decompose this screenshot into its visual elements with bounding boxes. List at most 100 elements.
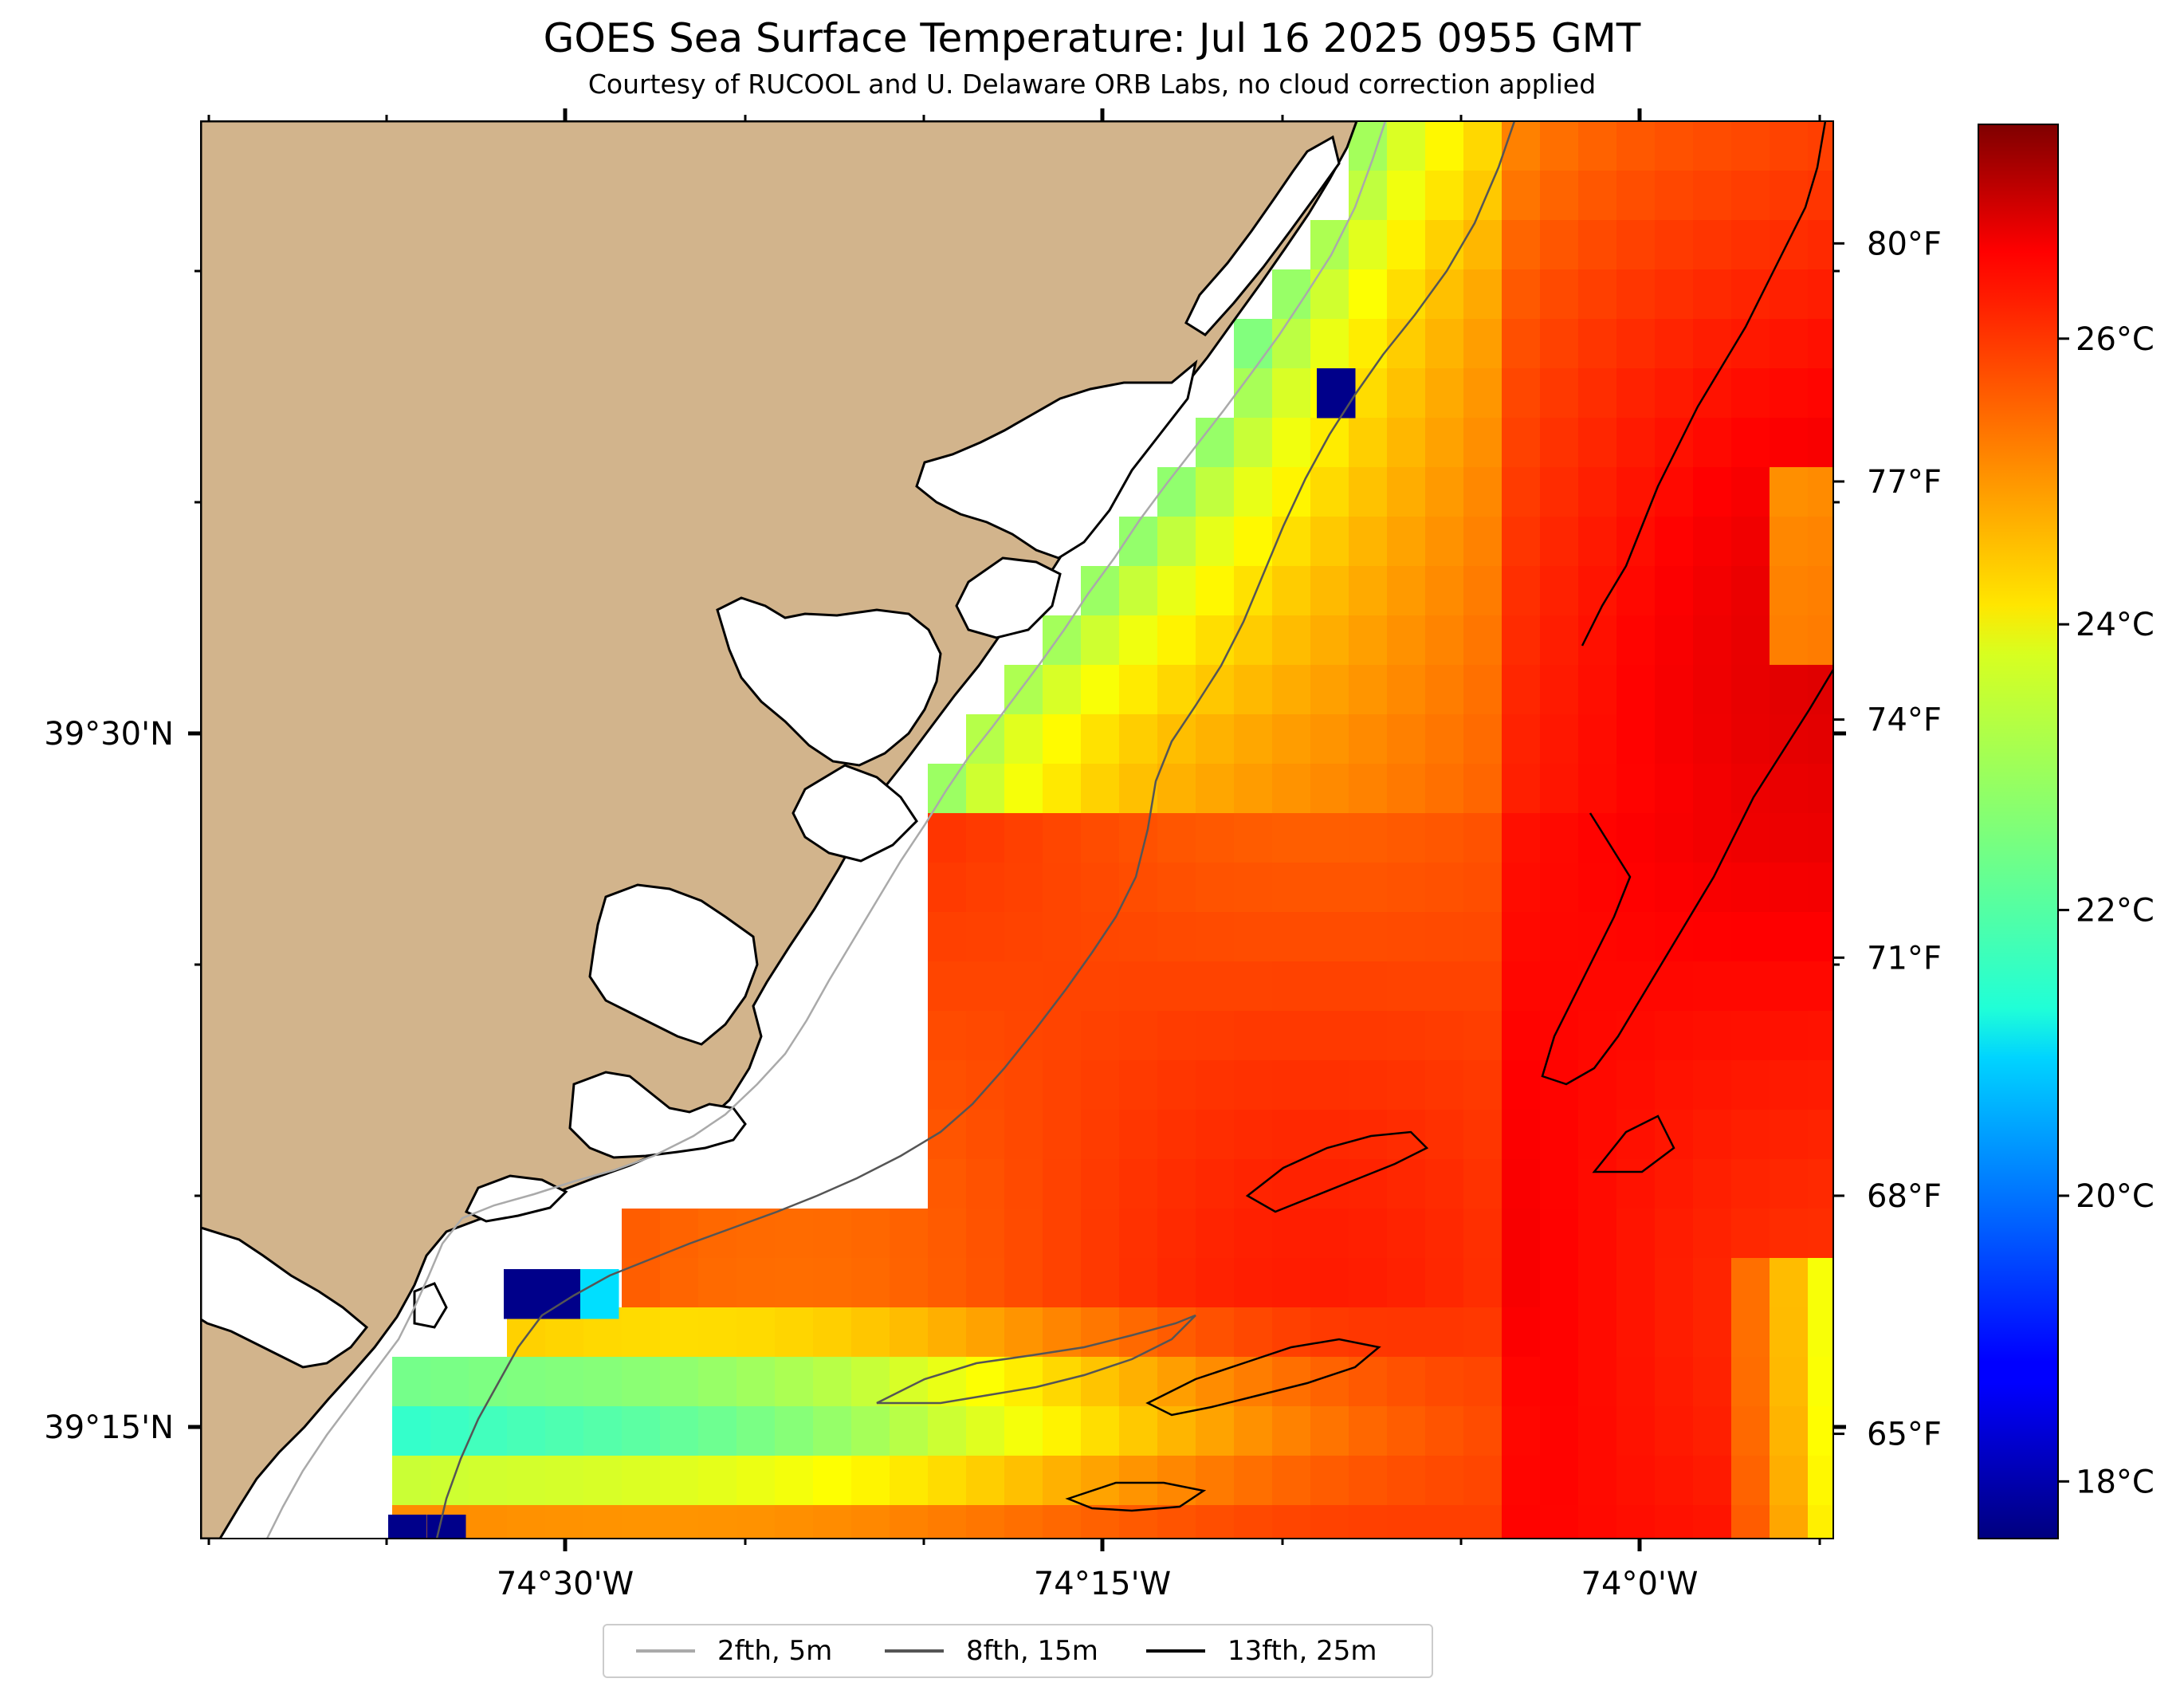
- fahrenheit-tick-label: 65°F: [1867, 1417, 1942, 1453]
- sst-cell: [1425, 912, 1464, 962]
- sst-cell: [1655, 863, 1694, 913]
- sst-cell: [1425, 863, 1464, 913]
- sst-cell: [1731, 1110, 1770, 1160]
- sst-cell: [1693, 813, 1732, 863]
- lat-tick-label-2: 39°15'N: [44, 1409, 174, 1446]
- sst-cell: [1043, 1011, 1082, 1061]
- sst-cell: [737, 1307, 776, 1358]
- sst-cell: [1578, 368, 1617, 419]
- sst-cell: [1731, 961, 1770, 1012]
- celsius-tick-label: 26°C: [2076, 321, 2155, 358]
- sst-cell: [1616, 1209, 1656, 1259]
- sst-cell: [1655, 1307, 1694, 1358]
- sst-cell: [1770, 1258, 1809, 1308]
- sst-cell: [1578, 269, 1617, 320]
- sst-cell: [1463, 418, 1502, 468]
- sst-cell: [1693, 1307, 1732, 1358]
- sst-cell: [1387, 1258, 1426, 1308]
- sst-cell: [1272, 665, 1311, 715]
- sst-cell: [1119, 912, 1158, 962]
- sst-cell: [1234, 665, 1273, 715]
- sst-cell: [1693, 1159, 1732, 1209]
- sst-cell: [1387, 418, 1426, 468]
- sst-cell: [737, 1456, 776, 1506]
- sst-cell: [1157, 1060, 1196, 1110]
- sst-cell: [1119, 1209, 1158, 1259]
- sst-cell: [1693, 368, 1732, 419]
- sst-cell: [1196, 665, 1235, 715]
- sst-cell: [966, 912, 1005, 962]
- sst-cell: [1272, 1456, 1311, 1506]
- sst-cell: [1196, 1110, 1235, 1160]
- sst-cell: [1616, 863, 1656, 913]
- sst-cell: [1081, 764, 1120, 814]
- sst-cell: [1425, 1060, 1464, 1110]
- sst-cell: [660, 1505, 699, 1539]
- sst-cell: [1463, 467, 1502, 517]
- sst-cell: [1387, 764, 1426, 814]
- sst-cell: [1731, 220, 1770, 270]
- sst-cell: [1387, 517, 1426, 567]
- sst-cell: [1004, 714, 1043, 764]
- sst-cell: [1043, 961, 1082, 1012]
- sst-cell: [1310, 1060, 1349, 1110]
- sst-cell: [1387, 863, 1426, 913]
- sst-cell: [1693, 517, 1732, 567]
- sst-cell: [1157, 1505, 1196, 1539]
- sst-cell: [966, 764, 1005, 814]
- sst-cell: [1502, 171, 1541, 221]
- sst-cell: [1272, 1505, 1311, 1539]
- sst-cell: [1463, 813, 1502, 863]
- sst-cell: [1808, 319, 1833, 369]
- sst-cell: [1540, 961, 1579, 1012]
- sst-cell: [1770, 1011, 1809, 1061]
- sst-cell: [1081, 1505, 1120, 1539]
- sst-cell: [966, 1209, 1005, 1259]
- sst-cell: [1578, 171, 1617, 221]
- sst-cell: [775, 1357, 814, 1407]
- sst-cell: [1808, 1110, 1833, 1160]
- sst-cell: [1540, 467, 1579, 517]
- sst-cell: [1808, 1209, 1833, 1259]
- sst-cell: [1502, 566, 1541, 616]
- sst-cell: [1349, 912, 1388, 962]
- sst-cell: [890, 1209, 929, 1259]
- sst-cell: [813, 1357, 852, 1407]
- sst-cell: [928, 1456, 967, 1506]
- sst-cell: [504, 1269, 543, 1319]
- sst-cell: [1463, 368, 1502, 419]
- sst-cell: [1540, 813, 1579, 863]
- sst-cell: [966, 1011, 1005, 1061]
- sst-cell: [1616, 714, 1656, 764]
- sst-cell: [928, 1505, 967, 1539]
- sst-cell: [737, 1357, 776, 1407]
- sst-cell: [1808, 665, 1833, 715]
- sst-cell: [1004, 1258, 1043, 1308]
- sst-cell: [1463, 1159, 1502, 1209]
- sst-cell: [469, 1406, 508, 1456]
- sst-cell: [1157, 566, 1196, 616]
- sst-cell: [427, 1515, 466, 1539]
- sst-cell: [1693, 615, 1732, 666]
- sst-cell: [1234, 418, 1273, 468]
- sst-cell: [1081, 1209, 1120, 1259]
- sst-cell: [1770, 1456, 1809, 1506]
- sst-cell: [1616, 1060, 1656, 1110]
- sst-cell: [1349, 1060, 1388, 1110]
- sst-cell: [1578, 714, 1617, 764]
- sst-cell: [890, 1505, 929, 1539]
- sst-cell: [1808, 1357, 1833, 1407]
- sst-cell: [1808, 171, 1833, 221]
- sst-cell: [1502, 1258, 1541, 1308]
- sst-cell: [966, 813, 1005, 863]
- sst-cell: [1540, 269, 1579, 320]
- sst-cell: [1502, 1209, 1541, 1259]
- sst-cell: [1349, 517, 1388, 567]
- sst-cell: [1693, 121, 1732, 171]
- sst-cell: [1731, 269, 1770, 320]
- sst-cell: [1808, 121, 1833, 171]
- sst-cell: [430, 1357, 469, 1407]
- sst-cell: [1349, 269, 1388, 320]
- sst-cell: [1272, 1110, 1311, 1160]
- sst-cell: [1578, 1258, 1617, 1308]
